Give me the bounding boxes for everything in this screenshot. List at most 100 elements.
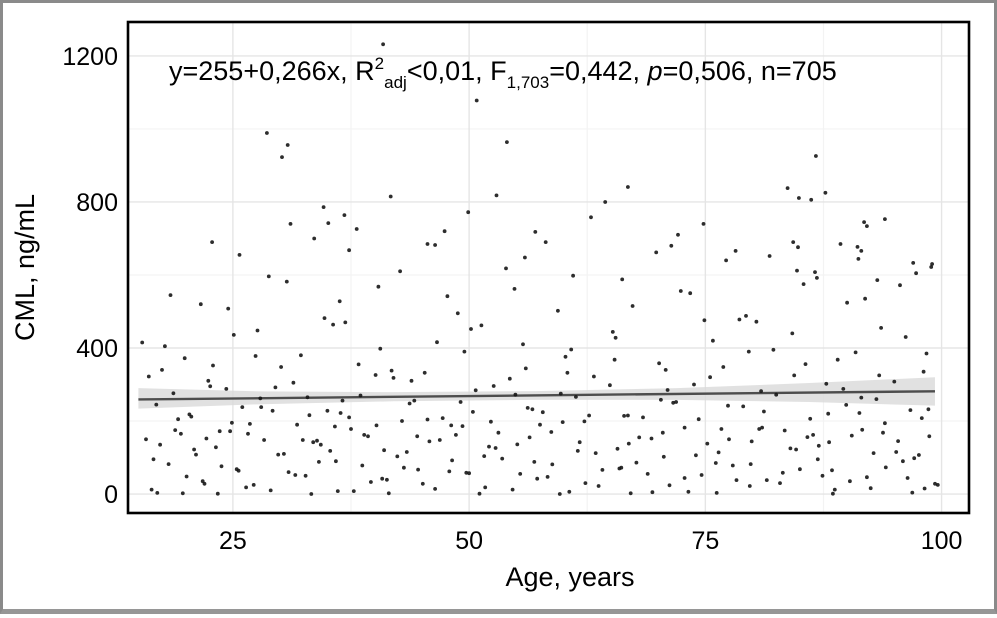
scatter-point bbox=[780, 470, 785, 475]
scatter-point bbox=[192, 447, 197, 452]
scatter-point bbox=[831, 491, 835, 496]
scatter-point bbox=[217, 429, 222, 434]
scatter-point bbox=[460, 424, 465, 428]
scatter-point bbox=[244, 485, 249, 490]
scatter-point bbox=[464, 470, 469, 475]
scatter-point bbox=[337, 299, 342, 304]
scatter-point bbox=[663, 368, 668, 372]
scatter-point bbox=[318, 442, 323, 447]
scatter-point bbox=[737, 317, 742, 322]
scatter-point bbox=[415, 434, 420, 439]
scatter-point bbox=[447, 469, 452, 474]
regression-line bbox=[138, 390, 935, 401]
scatter-point bbox=[926, 407, 931, 412]
scatter-point bbox=[826, 411, 831, 416]
scatter-point bbox=[788, 446, 793, 451]
scatter-point bbox=[286, 470, 291, 474]
scatter-point bbox=[699, 473, 704, 477]
scatter-point bbox=[593, 451, 598, 455]
scatter-point bbox=[835, 357, 840, 362]
scatter-point bbox=[815, 457, 820, 462]
scatter-point bbox=[711, 338, 715, 343]
scatter-point bbox=[521, 342, 525, 347]
scatter-point bbox=[543, 240, 548, 245]
scatter-point bbox=[832, 487, 837, 492]
scatter-point bbox=[626, 413, 630, 418]
scatter-point bbox=[477, 491, 482, 496]
scatter-point bbox=[760, 425, 764, 430]
scatter-point bbox=[525, 406, 530, 410]
scatter-point bbox=[762, 409, 766, 414]
scatter-point bbox=[575, 449, 580, 453]
scatter-point bbox=[386, 491, 391, 496]
scatter-point bbox=[494, 193, 499, 198]
scatter-point bbox=[657, 361, 661, 366]
scatter-point bbox=[381, 42, 385, 47]
scatter-point bbox=[694, 453, 698, 458]
scatter-point bbox=[354, 227, 359, 231]
scatter-point bbox=[258, 396, 263, 401]
scatter-point bbox=[160, 368, 164, 372]
scatter-point bbox=[849, 433, 854, 438]
scatter-point bbox=[612, 357, 617, 362]
scatter-point bbox=[929, 265, 934, 269]
scatter-point bbox=[184, 474, 189, 479]
scatter-point bbox=[560, 420, 565, 424]
scatter-point bbox=[620, 277, 625, 282]
scatter-point bbox=[803, 362, 808, 366]
scatter-point bbox=[549, 430, 554, 434]
scatter-point bbox=[619, 465, 624, 470]
scatter-point bbox=[637, 435, 642, 440]
scatter-point bbox=[727, 437, 731, 442]
scatter-point bbox=[204, 436, 209, 441]
scatter-point bbox=[660, 430, 665, 435]
y-tick-label: 0 bbox=[104, 481, 118, 509]
scatter-point bbox=[311, 440, 316, 445]
scatter-point bbox=[284, 279, 289, 284]
scatter-point bbox=[366, 434, 370, 439]
scatter-point bbox=[523, 366, 528, 371]
scatter-point bbox=[467, 471, 471, 476]
scatter-point bbox=[325, 408, 330, 413]
scatter-point bbox=[914, 271, 918, 276]
scatter-point bbox=[808, 416, 813, 421]
scatter-point bbox=[917, 453, 921, 457]
scatter-point bbox=[343, 320, 348, 325]
scatter-point bbox=[317, 460, 321, 464]
scatter-point bbox=[935, 483, 940, 487]
scatter-point bbox=[910, 490, 915, 495]
scatter-point bbox=[908, 408, 913, 412]
scatter-point bbox=[458, 400, 463, 404]
x-axis-title: Age, years bbox=[505, 562, 634, 592]
scatter-point bbox=[930, 262, 934, 266]
scatter-point bbox=[187, 412, 192, 417]
scatter-point bbox=[863, 296, 867, 301]
scatter-point bbox=[300, 438, 305, 442]
scatter-point bbox=[905, 476, 910, 480]
scatter-point bbox=[527, 435, 532, 440]
scatter-point bbox=[558, 391, 563, 396]
scatter-point bbox=[404, 450, 409, 454]
scatter-point bbox=[518, 472, 523, 476]
scatter-point bbox=[513, 392, 518, 397]
scatter-point bbox=[741, 404, 746, 409]
scatter-point bbox=[883, 421, 887, 426]
scatter-point bbox=[280, 155, 284, 160]
scatter-point bbox=[912, 456, 917, 461]
scatter-point bbox=[412, 398, 417, 403]
scatter-point bbox=[774, 392, 779, 397]
scatter-point bbox=[331, 322, 335, 327]
scatter-point bbox=[630, 304, 635, 308]
scatter-point bbox=[881, 430, 885, 435]
scatter-point bbox=[334, 459, 338, 464]
scatter-point bbox=[676, 232, 680, 237]
scatter-point bbox=[322, 316, 327, 320]
scatter-point bbox=[140, 340, 145, 345]
scatter-point bbox=[144, 437, 148, 442]
scatter-point bbox=[701, 222, 706, 226]
scatter-point bbox=[335, 489, 340, 493]
scatter-point bbox=[246, 431, 250, 436]
scatter-point bbox=[391, 376, 396, 380]
scatter-point bbox=[523, 255, 527, 260]
scatter-point bbox=[813, 270, 817, 274]
